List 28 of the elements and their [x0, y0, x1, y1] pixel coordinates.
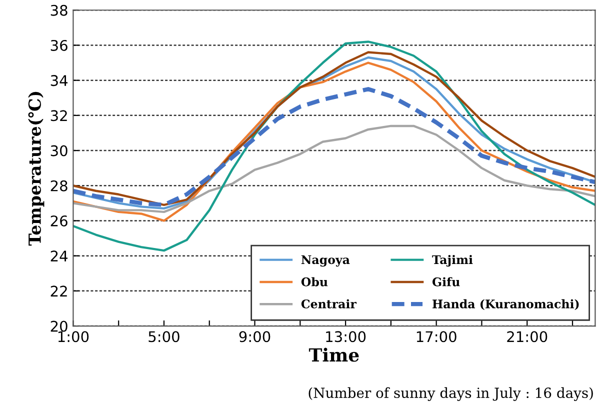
y-tick-label: 26 — [50, 215, 68, 226]
y-axis-title: Temperature(℃) — [28, 92, 44, 246]
line-series — [73, 124, 596, 214]
legend-label: Obu — [301, 277, 328, 286]
y-tick-label: 38 — [50, 4, 68, 16]
y-tick-label: 20 — [50, 320, 68, 332]
line-series — [73, 87, 596, 208]
legend-label: Centrair — [301, 299, 357, 308]
y-tick-label: 22 — [50, 286, 67, 296]
y-tick-label: 34 — [50, 75, 68, 86]
y-tick-label: 30 — [50, 145, 68, 156]
x-tick-label: 1:00 — [58, 331, 89, 342]
x-tick-label: 21:00 — [507, 331, 548, 342]
x-tick-label: 13:00 — [326, 331, 366, 342]
legend-label: Tajimi — [432, 254, 473, 267]
legend-label: Nagoya — [301, 255, 350, 267]
x-axis-title: Time — [308, 348, 359, 362]
legend-label: Gifu — [432, 277, 460, 286]
y-tick-label: 32 — [50, 110, 67, 122]
y-tick-label: 28 — [50, 180, 68, 192]
x-tick-label: 9:00 — [239, 331, 270, 342]
legend-label: Handa (Kuranomachi) — [432, 299, 579, 310]
x-tick-label: 17:00 — [416, 331, 456, 342]
line-series — [73, 40, 596, 252]
x-tick-label: 5:00 — [148, 331, 180, 342]
y-tick-label: 24 — [50, 250, 68, 262]
text: (Number of sunny days in July : 16 days) — [308, 387, 593, 401]
y-tick-label: 36 — [50, 40, 68, 51]
